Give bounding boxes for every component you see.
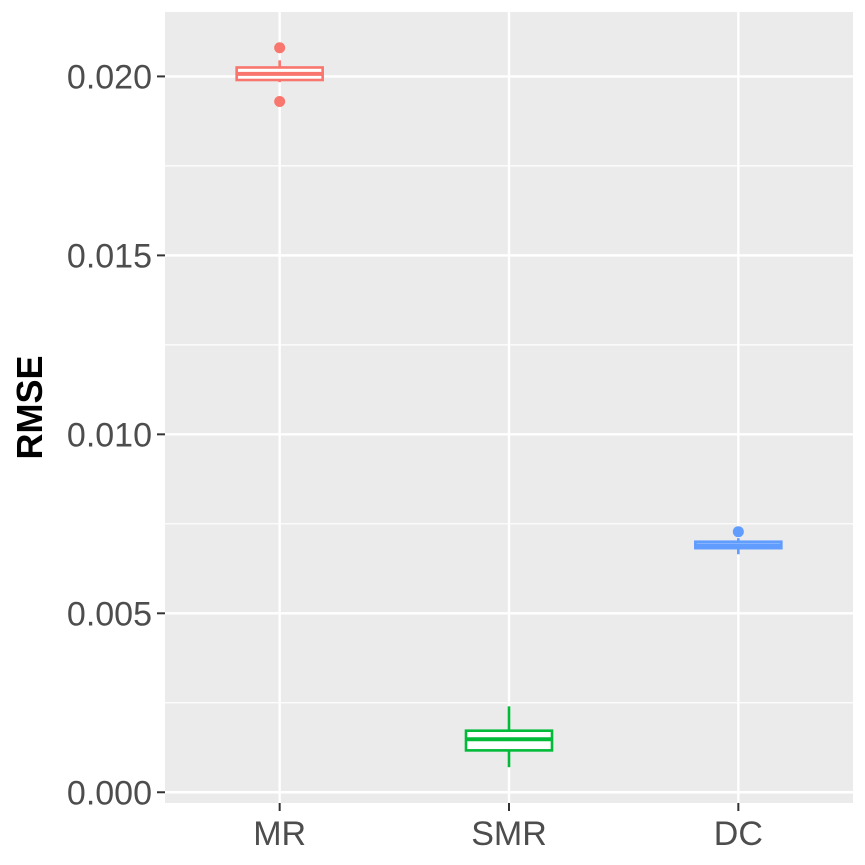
outlier-point	[732, 526, 744, 538]
x-tick-label: MR	[253, 815, 306, 853]
y-tick-label: 0.010	[67, 416, 152, 454]
x-tick-label: DC	[714, 815, 763, 853]
y-axis-title: RMSE	[9, 355, 50, 459]
outlier-point	[274, 95, 286, 107]
y-tick-label: 0.000	[67, 774, 152, 812]
x-tick-label: SMR	[471, 815, 547, 853]
y-tick-label: 0.015	[67, 237, 152, 275]
y-tick-label: 0.020	[67, 58, 152, 96]
box-layer	[235, 42, 783, 768]
boxplot-mr	[235, 42, 324, 107]
outlier-point	[274, 42, 286, 54]
y-tick-label: 0.005	[67, 595, 152, 633]
y-axis: 0.000 0.005 0.010 0.015 0.020	[67, 58, 165, 812]
boxplot-dc	[694, 526, 783, 555]
boxplot-smr	[464, 706, 554, 768]
x-axis: MR SMR DC	[253, 803, 763, 853]
